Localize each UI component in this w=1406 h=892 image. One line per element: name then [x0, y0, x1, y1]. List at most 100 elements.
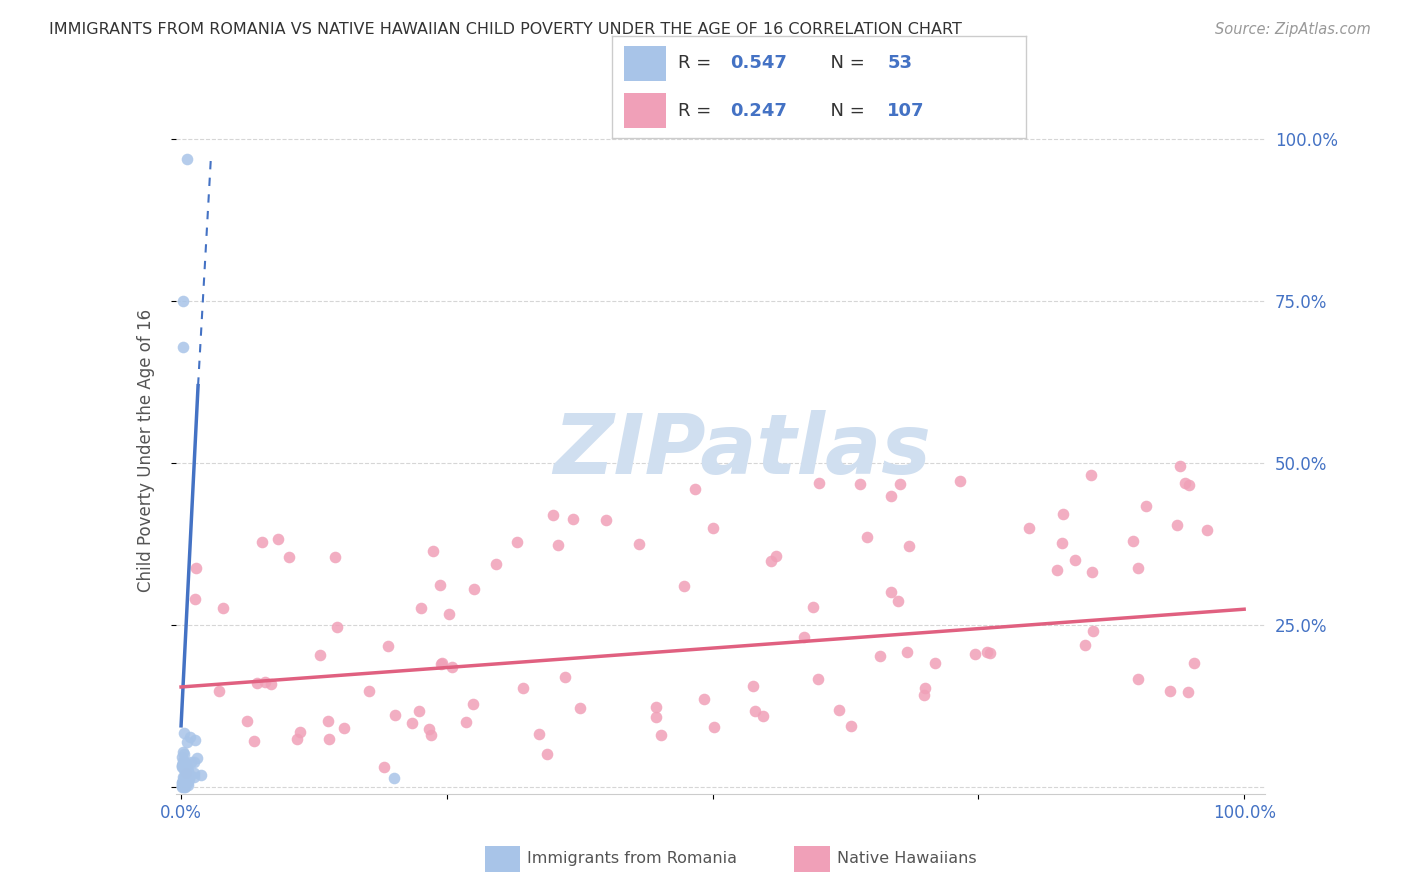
Point — [177, 768, 200, 782]
Point — [382, 771, 405, 785]
Point — [173, 747, 195, 761]
Point — [742, 679, 765, 693]
Point — [172, 754, 194, 768]
Text: Source: ZipAtlas.com: Source: ZipAtlas.com — [1215, 22, 1371, 37]
Point — [702, 521, 724, 535]
Point — [429, 578, 451, 592]
Point — [1080, 468, 1102, 483]
Point — [561, 512, 583, 526]
Point — [183, 770, 205, 784]
Point — [211, 600, 233, 615]
Point — [208, 683, 231, 698]
Point — [170, 749, 193, 764]
Point — [172, 340, 194, 354]
Point — [568, 701, 591, 715]
Point — [792, 630, 814, 644]
Point — [172, 774, 194, 789]
Point — [1122, 534, 1144, 549]
Point — [897, 540, 920, 554]
Point — [172, 745, 194, 759]
Text: R =: R = — [678, 102, 717, 120]
Point — [855, 530, 877, 544]
Point — [183, 755, 205, 769]
Point — [828, 704, 851, 718]
Point — [963, 647, 986, 661]
Point — [184, 592, 207, 607]
Point — [173, 762, 195, 776]
Text: IMMIGRANTS FROM ROMANIA VS NATIVE HAWAIIAN CHILD POVERTY UNDER THE AGE OF 16 COR: IMMIGRANTS FROM ROMANIA VS NATIVE HAWAII… — [49, 22, 962, 37]
Point — [174, 774, 197, 789]
Point — [173, 762, 195, 776]
Point — [253, 674, 276, 689]
Point — [1184, 657, 1206, 671]
Point — [316, 714, 339, 728]
Point — [880, 585, 903, 599]
Point — [1168, 459, 1191, 474]
Point — [377, 639, 399, 653]
Point — [373, 760, 395, 774]
Point — [924, 656, 946, 670]
Point — [896, 645, 918, 659]
Point — [976, 645, 998, 659]
Point — [512, 681, 534, 695]
Point — [172, 776, 194, 790]
Point — [250, 534, 273, 549]
Point — [437, 607, 460, 621]
Point — [1081, 566, 1104, 580]
Point — [886, 594, 908, 608]
Point — [801, 599, 824, 614]
Text: ZIPatlas: ZIPatlas — [554, 410, 931, 491]
Point — [179, 730, 201, 744]
Point — [173, 780, 195, 794]
Point — [807, 475, 830, 490]
Point — [1177, 685, 1199, 699]
Point — [463, 697, 485, 711]
Point — [243, 734, 266, 748]
Text: N =: N = — [818, 54, 870, 72]
Point — [949, 474, 972, 488]
Point — [765, 549, 787, 563]
Point — [880, 489, 903, 503]
Point — [186, 750, 208, 764]
Point — [420, 728, 443, 742]
Point — [173, 780, 195, 795]
Point — [173, 771, 195, 785]
Point — [411, 600, 433, 615]
Point — [752, 708, 775, 723]
Text: Native Hawaiians: Native Hawaiians — [837, 852, 976, 866]
Point — [173, 772, 195, 786]
Point — [173, 756, 195, 771]
Point — [432, 656, 454, 670]
Text: Immigrants from Romania: Immigrants from Romania — [527, 852, 737, 866]
Point — [485, 557, 508, 571]
Point — [645, 700, 668, 714]
Point — [650, 728, 672, 742]
Point — [176, 735, 198, 749]
Point — [176, 773, 198, 788]
Point — [172, 760, 194, 774]
Point — [889, 476, 911, 491]
Point — [807, 673, 830, 687]
Point — [190, 768, 212, 782]
Point — [554, 670, 576, 684]
Bar — [624, 45, 665, 81]
Text: N =: N = — [818, 102, 870, 120]
Point — [183, 765, 205, 780]
Point — [174, 756, 197, 770]
Y-axis label: Child Poverty Under the Age of 16: Child Poverty Under the Age of 16 — [136, 309, 155, 592]
Point — [527, 727, 550, 741]
Text: 107: 107 — [887, 102, 925, 120]
Point — [176, 766, 198, 780]
Point — [692, 692, 714, 706]
Text: 0.547: 0.547 — [730, 54, 787, 72]
Point — [1081, 624, 1104, 638]
Point — [672, 579, 695, 593]
Point — [184, 733, 207, 747]
Point — [357, 683, 380, 698]
Point — [173, 768, 195, 782]
Point — [246, 675, 269, 690]
Bar — [624, 93, 665, 128]
Point — [179, 772, 201, 786]
Point — [1052, 507, 1074, 521]
Point — [177, 778, 200, 792]
